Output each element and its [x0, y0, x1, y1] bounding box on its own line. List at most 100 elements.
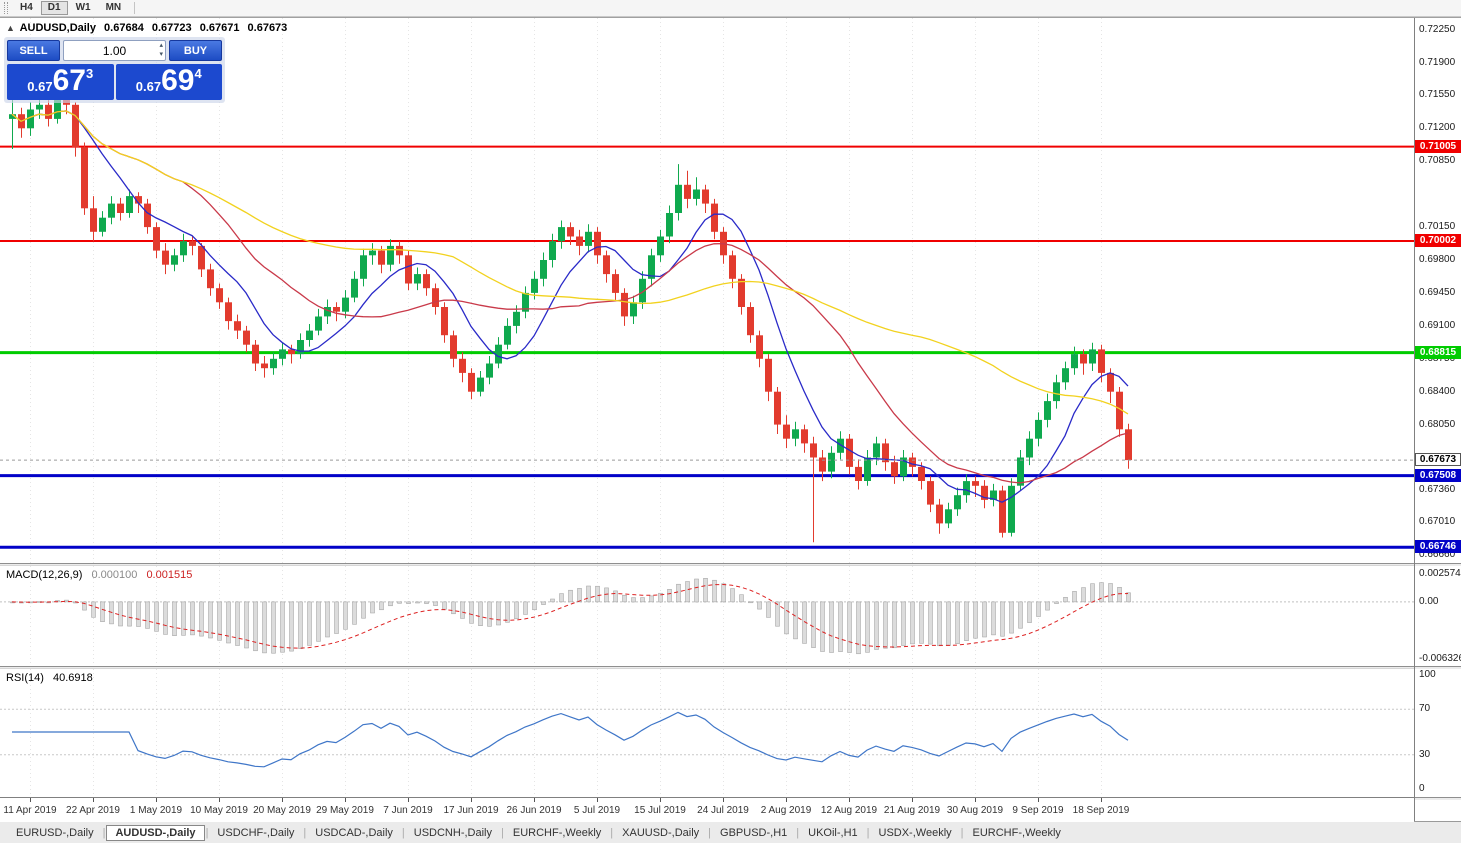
price-label: 0.66660: [1419, 549, 1456, 561]
date-label: 20 May 2019: [253, 805, 311, 816]
rsi-value: 40.6918: [52, 672, 93, 684]
main-chart-panel[interactable]: ▲ AUDUSD,Daily 0.67684 0.67723 0.67671 0…: [0, 18, 1414, 563]
ohlc-low: 0.67671: [199, 22, 240, 34]
macd-signal-line: [11, 583, 1129, 649]
date-label: 22 Apr 2019: [66, 805, 120, 816]
rsi-line: [12, 711, 1129, 768]
date-label: 11 Apr 2019: [3, 805, 57, 816]
price-level-tag: 0.71005: [1415, 139, 1461, 153]
volume-field[interactable]: 1.00 ▴ ▾: [63, 40, 166, 61]
rsi-canvas[interactable]: [0, 669, 1414, 797]
chart-tab-audusd-daily[interactable]: AUDUSD-,Daily: [106, 824, 205, 841]
current-price-tag: 0.67673: [1415, 453, 1461, 467]
ohlc-close: 0.67673: [247, 22, 288, 34]
price-level-tag: 0.68815: [1415, 345, 1461, 359]
tab-separator: |: [501, 826, 504, 839]
moving-average-8: [11, 110, 1129, 503]
chart-tab-eurchf-weekly[interactable]: EURCHF-,Weekly: [512, 826, 602, 839]
timeframe-button-w1[interactable]: W1: [69, 1, 98, 15]
tab-separator: |: [866, 826, 870, 839]
buy-price-pip: 4: [194, 66, 202, 81]
chart-tab-gbpusd-h1[interactable]: GBPUSD-,H1: [720, 826, 788, 839]
price-label: 0.67010: [1419, 516, 1456, 528]
macd-value-signal: 0.001515: [146, 569, 193, 581]
price-scale[interactable]: 0.72250 0.71900 0.71550 0.71200 0.70850 0.701…: [1414, 18, 1461, 821]
sell-button[interactable]: SELL: [7, 40, 60, 61]
macd-canvas[interactable]: [0, 566, 1414, 666]
ohlc-open: 0.67684: [104, 22, 144, 34]
rsi-axis-label: 100: [1419, 669, 1436, 680]
chart-ohlc-header: ▲ AUDUSD,Daily 0.67684 0.67723 0.67671 0…: [6, 22, 292, 34]
rsi-panel[interactable]: RSI(14) 40.6918: [0, 669, 1414, 797]
sell-price-pip: 3: [85, 66, 94, 81]
date-label: 30 Aug 2019: [947, 805, 1004, 816]
macd-axis-label: -0.006326: [1419, 653, 1461, 664]
price-label: 0.70150: [1419, 221, 1456, 233]
volume-up-button[interactable]: ▴: [159, 42, 163, 49]
macd-label: MACD(12,26,9) 0.000100 0.001515: [6, 569, 198, 581]
rsi-axis-label: 70: [1419, 703, 1431, 715]
main-chart-canvas[interactable]: [0, 18, 1414, 563]
chart-tab-usdcad-daily[interactable]: USDCAD-,Daily: [315, 826, 393, 839]
rsi-axis-label: 30: [1419, 748, 1431, 760]
tab-separator: |: [960, 826, 964, 839]
chart-tab-usdx-weekly[interactable]: USDX-,Weekly: [878, 826, 952, 839]
macd-title: MACD(12,26,9): [6, 569, 83, 581]
date-axis-canvas: 11 Apr 2019 22 Apr 2019 1 May 2019 10 May 2…: [3, 798, 1130, 816]
date-label: 21 Aug 2019: [884, 805, 941, 816]
buy-price-display[interactable]: 0.67 69 4: [115, 64, 222, 100]
timeframe-button-mn[interactable]: MN: [99, 1, 129, 15]
chart-tab-bar: EURUSD-,Daily | AUDUSD-,Daily | USDCHF-,Dail…: [0, 821, 1461, 843]
date-label: 1 May 2019: [130, 805, 183, 816]
tab-separator: |: [303, 826, 307, 839]
chart-tab-ukoil-h1[interactable]: UKOil-,H1: [808, 826, 858, 839]
oneclick-collapse-icon[interactable]: ▲: [6, 23, 15, 33]
chart-tab-usdchf-daily[interactable]: USDCHF-,Daily: [217, 826, 295, 839]
price-level-tag: 0.66746: [1415, 540, 1461, 554]
scale-separator: [1415, 666, 1461, 669]
ohlc-high: 0.67723: [151, 22, 192, 34]
toolbar-grip[interactable]: [4, 2, 8, 14]
date-axis[interactable]: 11 Apr 2019 22 Apr 2019 1 May 2019 10 May 2…: [0, 797, 1414, 822]
timeframe-button-h4[interactable]: H4: [13, 1, 40, 15]
price-label: 0.72250: [1419, 23, 1456, 35]
chart-symbol-label: AUDUSD,Daily: [19, 22, 96, 34]
price-label: 0.69800: [1419, 254, 1456, 266]
buy-price-big: 69: [161, 64, 195, 97]
volume-down-button[interactable]: ▾: [159, 51, 163, 58]
volume-value[interactable]: 1.00: [102, 43, 127, 58]
price-label: 0.69100: [1419, 319, 1456, 331]
price-level-tag: 0.67508: [1415, 468, 1461, 482]
price-label: 0.70850: [1419, 155, 1456, 167]
price-label: 0.71550: [1419, 89, 1456, 101]
date-label: 5 Jul 2019: [574, 805, 621, 816]
macd-value-main: 0.000100: [91, 569, 138, 581]
chart-tab-xauusd-daily[interactable]: XAUUSD-,Daily: [622, 826, 700, 839]
panel-splitter[interactable]: [0, 563, 1414, 566]
buy-button[interactable]: BUY: [169, 40, 222, 61]
horizontal-level-lines[interactable]: [0, 145, 1414, 549]
panel-splitter[interactable]: [0, 666, 1414, 669]
tab-separator: |: [205, 826, 209, 839]
sell-price-display[interactable]: 0.67 67 3: [7, 64, 114, 100]
macd-axis-label: 0.00: [1419, 595, 1439, 607]
date-label: 26 Jun 2019: [506, 805, 561, 816]
rsi-label: RSI(14) 40.6918: [6, 672, 99, 684]
rsi-title: RSI(14): [6, 672, 44, 684]
tab-separator: |: [796, 826, 800, 839]
price-label: 0.68050: [1419, 418, 1456, 430]
chart-tab-usdcnh-daily[interactable]: USDCNH-,Daily: [413, 826, 492, 839]
date-label: 15 Jul 2019: [634, 805, 686, 816]
scale-separator: [1415, 797, 1461, 800]
date-label: 7 Jun 2019: [383, 805, 433, 816]
macd-panel[interactable]: MACD(12,26,9) 0.000100 0.001515: [0, 566, 1414, 666]
macd-axis-label: 0.002574: [1419, 568, 1461, 579]
chart-tab-eurchf-weekly[interactable]: EURCHF-,Weekly: [972, 826, 1061, 839]
timeframe-button-d1[interactable]: D1: [40, 1, 68, 15]
date-label: 9 Sep 2019: [1012, 805, 1064, 816]
sell-price-prefix: 0.67: [27, 79, 53, 94]
date-label: 29 May 2019: [316, 805, 374, 816]
date-label: 12 Aug 2019: [821, 805, 878, 816]
chart-tab-eurusd-daily[interactable]: EURUSD-,Daily: [16, 826, 94, 839]
